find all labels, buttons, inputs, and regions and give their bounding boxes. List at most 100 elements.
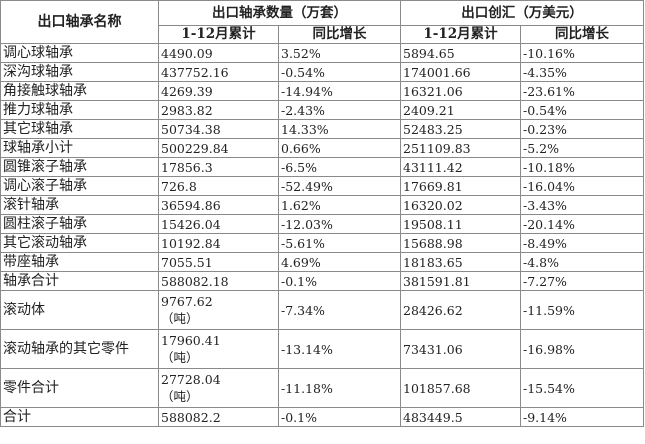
cell: -7.27% [520,271,644,291]
cell: 437752.16 [158,62,279,82]
cell: -0.23% [520,119,644,139]
row-label: 角接触球轴承 [0,81,159,101]
cell: 2409.21 [400,100,521,120]
cell: -52.49% [278,176,401,196]
table-body: 调心球轴承 4490.09 3.52% 5894.65 -10.16% 深沟球轴承 4377… [0,43,644,427]
cell-text: 17960.41（吨） [161,333,221,365]
table-header: 出口轴承名称 出口轴承数量（万套） 出口创汇（万美元） 1-12月累计 同比增长… [0,0,644,44]
table-row: 带座轴承 7055.51 4.69% 18183.65 -4.8% [0,252,644,272]
cell: -2.43% [278,100,401,120]
table-row: 合计 588082.2 -0.1% 483449.5 -9.14% [0,407,644,427]
row-label: 球轴承小计 [0,138,159,158]
row-label: 轴承合计 [0,271,159,291]
cell: 19508.11 [400,214,521,234]
header-row: 出口轴承名称 出口轴承数量（万套） 出口创汇（万美元） [0,0,644,44]
table-row: 滚动体 9767.62（吨） -7.34% 28426.62 -11.59% [0,290,644,330]
cell: 28426.62 [400,290,521,330]
cell: -12.03% [278,214,401,234]
subheader: 1-12月累计 [158,25,279,44]
cell: -8.49% [520,233,644,253]
table-row: 圆柱滚子轴承 15426.04 -12.03% 19508.11 -20.14% [0,214,644,234]
cell: 36594.86 [158,195,279,215]
cell: 0.66% [278,138,401,158]
cell: 4.69% [278,252,401,272]
header-qty: 出口轴承数量（万套） [158,0,401,26]
row-label: 其它滚动轴承 [0,233,159,253]
cell: 15688.98 [400,233,521,253]
cell: 5894.65 [400,43,521,63]
table-row: 调心球轴承 4490.09 3.52% 5894.65 -10.16% [0,43,644,63]
cell: 10192.84 [158,233,279,253]
cell: -4.35% [520,62,644,82]
table-row: 角接触球轴承 4269.39 -14.94% 16321.06 -23.61% [0,81,644,101]
cell: -10.16% [520,43,644,63]
cell: -4.8% [520,252,644,272]
cell: -5.2% [520,138,644,158]
cell-text: 27728.04（吨） [161,372,221,404]
table-row: 其它滚动轴承 10192.84 -5.61% 15688.98 -8.49% [0,233,644,253]
cell: 4490.09 [158,43,279,63]
subheader: 同比增长 [278,25,401,44]
cell: 15426.04 [158,214,279,234]
table-row: 零件合计 27728.04（吨） -11.18% 101857.68 -15.54% [0,368,644,408]
cell: 52483.25 [400,119,521,139]
cell: 27728.04（吨） [158,368,279,408]
cell: -0.54% [278,62,401,82]
cell: -6.5% [278,157,401,177]
cell: -0.1% [278,407,401,427]
table-row: 滚动轴承的其它零件 17960.41（吨） -13.14% 73431.06 -16.9… [0,329,644,369]
cell: -13.14% [278,329,401,369]
cell: 18183.65 [400,252,521,272]
cell: 73431.06 [400,329,521,369]
cell: 726.8 [158,176,279,196]
cell: -0.1% [278,271,401,291]
cell: -9.14% [520,407,644,427]
row-label: 其它球轴承 [0,119,159,139]
cell: 17856.3 [158,157,279,177]
cell: -15.54% [520,368,644,408]
cell: 17960.41（吨） [158,329,279,369]
cell: 16321.06 [400,81,521,101]
subheader: 1-12月累计 [400,25,521,44]
table-row: 其它球轴承 50734.38 14.33% 52483.25 -0.23% [0,119,644,139]
row-label: 滚动轴承的其它零件 [0,329,159,369]
row-label: 滚针轴承 [0,195,159,215]
cell: 16320.02 [400,195,521,215]
cell: -16.98% [520,329,644,369]
cell: 14.33% [278,119,401,139]
cell: 17669.81 [400,176,521,196]
table-row: 滚针轴承 36594.86 1.62% 16320.02 -3.43% [0,195,644,215]
cell: -0.54% [520,100,644,120]
cell: -5.61% [278,233,401,253]
cell: -16.04% [520,176,644,196]
cell: 50734.38 [158,119,279,139]
cell: 174001.66 [400,62,521,82]
row-label: 调心球轴承 [0,43,159,63]
header-name: 出口轴承名称 [0,0,159,44]
table-row: 深沟球轴承 437752.16 -0.54% 174001.66 -4.35% [0,62,644,82]
cell: 1.62% [278,195,401,215]
cell: -14.94% [278,81,401,101]
cell: 43111.42 [400,157,521,177]
cell-text: 9767.62（吨） [161,294,213,326]
table-row: 轴承合计 588082.18 -0.1% 381591.81 -7.27% [0,271,644,291]
cell: 9767.62（吨） [158,290,279,330]
row-label: 合计 [0,407,159,427]
cell: 101857.68 [400,368,521,408]
cell: 3.52% [278,43,401,63]
cell: 4269.39 [158,81,279,101]
cell: 483449.5 [400,407,521,427]
cell: 2983.82 [158,100,279,120]
row-label: 滚动体 [0,290,159,330]
table-row: 球轴承小计 500229.84 0.66% 251109.83 -5.2% [0,138,644,158]
row-label: 圆锥滚子轴承 [0,157,159,177]
row-label: 深沟球轴承 [0,62,159,82]
cell: -10.18% [520,157,644,177]
table-row: 圆锥滚子轴承 17856.3 -6.5% 43111.42 -10.18% [0,157,644,177]
cell: 500229.84 [158,138,279,158]
cell: -7.34% [278,290,401,330]
cell: -3.43% [520,195,644,215]
row-label: 调心滚子轴承 [0,176,159,196]
cell: -20.14% [520,214,644,234]
